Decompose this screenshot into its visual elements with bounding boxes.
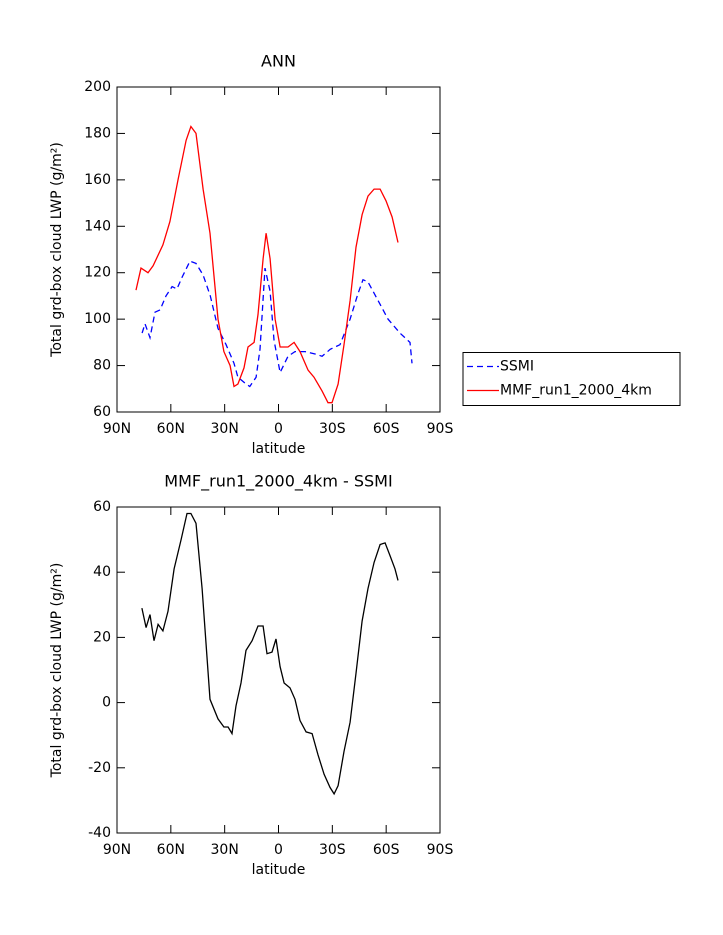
y-axis-label: Total grd-box cloud LWP (g/m²)	[49, 563, 65, 779]
chart-title: MMF_run1_2000_4km - SSMI	[164, 472, 392, 492]
x-tick-label: 60S	[373, 842, 400, 858]
x-tick-label: 90S	[427, 842, 454, 858]
y-tick-label: 120	[84, 265, 111, 281]
series-line	[135, 125, 399, 404]
x-tick-label: 90N	[103, 842, 131, 858]
y-tick-label: 20	[93, 629, 111, 645]
x-tick-label: 0	[274, 842, 283, 858]
y-tick-label: 60	[93, 404, 111, 420]
y-tick-label: 0	[102, 695, 111, 711]
y-tick-label: 160	[84, 172, 111, 188]
x-tick-label: 60N	[157, 421, 185, 437]
x-axis-label: latitude	[252, 862, 306, 878]
x-tick-label: 30N	[211, 421, 239, 437]
y-tick-label: 60	[93, 499, 111, 515]
series-line	[141, 260, 413, 388]
legend-label: SSMI	[500, 359, 534, 375]
y-tick-label: 40	[93, 564, 111, 580]
y-tick-label: -20	[88, 760, 111, 776]
x-tick-label: 30N	[211, 842, 239, 858]
x-tick-label: 30S	[319, 421, 346, 437]
y-tick-label: 200	[84, 79, 111, 95]
y-axis-label: Total grd-box cloud LWP (g/m²)	[49, 142, 65, 358]
plot-frame	[116, 86, 441, 413]
y-tick-label: 100	[84, 311, 111, 327]
x-tick-label: 0	[274, 421, 283, 437]
x-tick-label: 60N	[157, 842, 185, 858]
x-tick-label: 90S	[427, 421, 454, 437]
y-tick-label: -40	[88, 825, 111, 841]
series-line	[141, 512, 399, 796]
x-tick-label: 60S	[373, 421, 400, 437]
legend-box	[462, 352, 681, 406]
legend-label: MMF_run1_2000_4km	[500, 383, 652, 399]
y-tick-label: 140	[84, 218, 111, 234]
x-tick-label: 90N	[103, 421, 131, 437]
x-axis-label: latitude	[252, 441, 306, 457]
plot-frame	[116, 506, 441, 834]
chart-title: ANN	[261, 52, 296, 71]
y-tick-label: 180	[84, 125, 111, 141]
y-tick-label: 80	[93, 358, 111, 374]
x-tick-label: 30S	[319, 842, 346, 858]
